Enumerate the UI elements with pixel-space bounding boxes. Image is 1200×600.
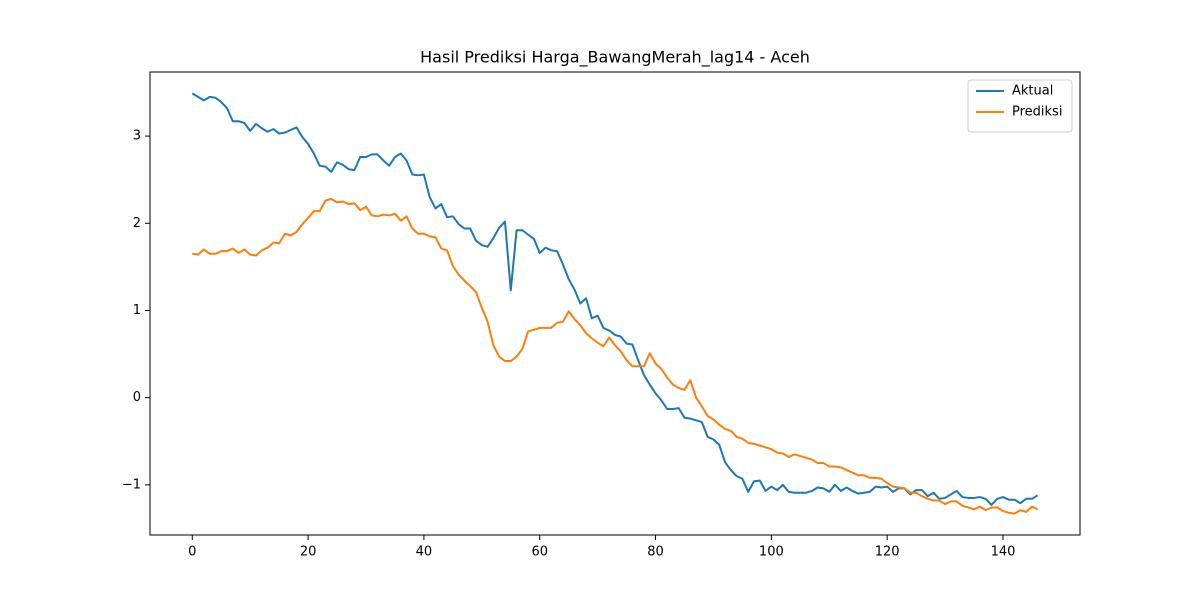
legend-label: Aktual (1012, 84, 1053, 99)
x-tick-label: 40 (416, 545, 433, 560)
y-tick-label: −1 (122, 477, 141, 492)
x-tick-label: 80 (647, 545, 664, 560)
y-tick-label: 0 (133, 390, 141, 405)
x-tick-label: 100 (759, 545, 784, 560)
series-line (191, 92, 1039, 506)
x-tick-label: 60 (531, 545, 548, 560)
y-tick-label: 1 (133, 303, 141, 318)
legend-label: Prediksi (1012, 105, 1062, 120)
x-tick-label: 120 (875, 545, 900, 560)
x-tick-label: 20 (300, 545, 317, 560)
legend-box (967, 79, 1073, 133)
chart-title: Hasil Prediksi Harga_BawangMerah_lag14 -… (420, 48, 810, 68)
plot-frame (149, 71, 1081, 536)
series-line (192, 197, 1039, 515)
x-tick-label: 0 (188, 545, 196, 560)
y-tick-label: 3 (133, 129, 141, 144)
x-tick-label: 140 (991, 545, 1016, 560)
y-tick-label: 2 (133, 216, 141, 231)
